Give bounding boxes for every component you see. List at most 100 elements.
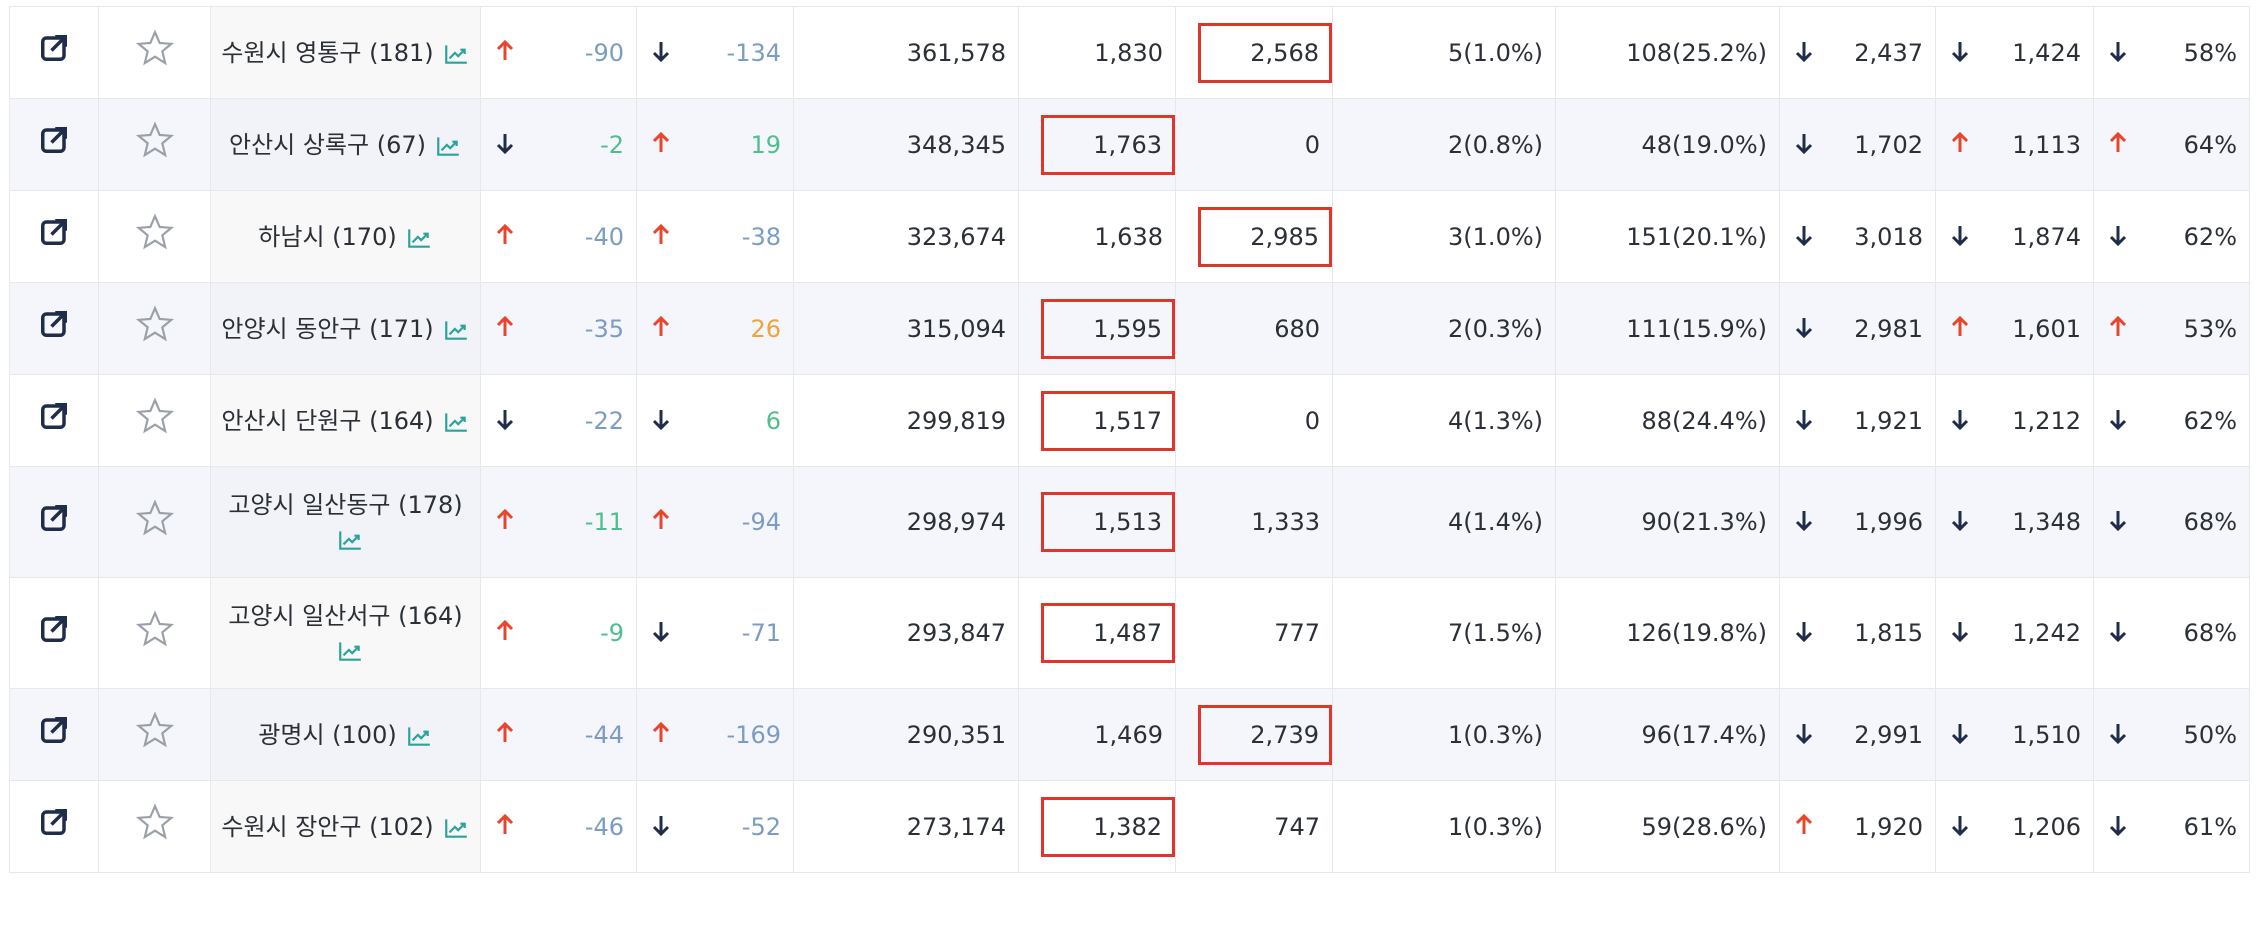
- trend-cell: 62%: [2093, 374, 2250, 467]
- trend-cell: 1,815: [1779, 577, 1936, 689]
- trend-chart-icon[interactable]: [442, 41, 470, 67]
- change-cell: -90: [480, 6, 637, 99]
- open-link-icon[interactable]: [39, 125, 69, 155]
- ratio-cell: 151(20.1%): [1555, 190, 1780, 283]
- change-cell: -11: [480, 466, 637, 578]
- count-value: 747: [1274, 812, 1320, 841]
- trend-chart-icon[interactable]: [434, 133, 462, 159]
- table-body: 수원시 영통구 (181) -90 -134 361,578 1,830 2,568 5(1…: [9, 6, 2250, 873]
- trend-chart-icon[interactable]: [405, 723, 433, 749]
- trend-value: 1,424: [2012, 38, 2081, 67]
- favorite-star[interactable]: [135, 304, 175, 344]
- arrow-down: [1951, 815, 1969, 836]
- count-value: 680: [1274, 314, 1320, 343]
- favorite-star[interactable]: [135, 396, 175, 436]
- favorite-cell: [98, 6, 211, 99]
- count-cell: 2,739: [1175, 688, 1333, 781]
- trend-chart-icon[interactable]: [336, 527, 364, 553]
- change-value: -169: [726, 720, 781, 749]
- count-cell: 1,382: [1018, 780, 1176, 873]
- count-cell: 2,568: [1175, 6, 1333, 99]
- region-name: 고양시 일산서구 (164): [228, 602, 463, 630]
- link-cell: [9, 688, 99, 781]
- open-link-icon[interactable]: [39, 614, 69, 644]
- region-name: 고양시 일산동구 (178): [228, 491, 463, 519]
- population: 348,345: [906, 130, 1006, 159]
- open-link-icon[interactable]: [39, 309, 69, 339]
- open-link-icon[interactable]: [39, 807, 69, 837]
- change-value: 19: [750, 130, 781, 159]
- change-cell: -46: [480, 780, 637, 873]
- population-cell: 323,674: [793, 190, 1019, 283]
- open-link-icon[interactable]: [39, 401, 69, 431]
- change-cell: -134: [636, 6, 794, 99]
- trend-value: 64%: [2183, 130, 2237, 159]
- change-value: -44: [584, 720, 624, 749]
- favorite-star[interactable]: [135, 710, 175, 750]
- trend-cell: 1,702: [1779, 98, 1936, 191]
- trend-chart-icon[interactable]: [442, 409, 470, 435]
- arrow-down: [2109, 409, 2127, 430]
- change-cell: -2: [480, 98, 637, 191]
- favorite-cell: [98, 374, 211, 467]
- ratio-cell: 59(28.6%): [1555, 780, 1780, 873]
- trend-value: 2,981: [1854, 314, 1923, 343]
- trend-cell: 64%: [2093, 98, 2250, 191]
- trend-chart-icon[interactable]: [442, 815, 470, 841]
- favorite-cell: [98, 190, 211, 283]
- trend-value: 61%: [2183, 812, 2237, 841]
- table-row: 안양시 동안구 (171) -35 26 315,094 1,595 680 2(0.3%)…: [9, 282, 2250, 375]
- open-link-icon[interactable]: [39, 217, 69, 247]
- table-row: 고양시 일산동구 (178) -11 -94 298,974 1,513 1,333 4(1…: [9, 466, 2250, 578]
- favorite-star[interactable]: [135, 802, 175, 842]
- region-cell: 수원시 장안구 (102): [210, 780, 481, 873]
- arrow-down: [1795, 133, 1813, 154]
- count-value: 777: [1274, 619, 1320, 647]
- region-cell: 고양시 일산서구 (164): [210, 577, 481, 689]
- arrow-down: [2109, 622, 2127, 643]
- link-cell: [9, 6, 99, 99]
- count-cell: 747: [1175, 780, 1333, 873]
- ratio-value: 96(17.4%): [1641, 720, 1767, 749]
- trend-cell: 1,348: [1935, 466, 2094, 578]
- ratio-value: 108(25.2%): [1626, 38, 1767, 67]
- count-value: 0: [1304, 130, 1320, 159]
- population: 290,351: [906, 720, 1006, 749]
- link-cell: [9, 98, 99, 191]
- trend-value: 1,921: [1854, 406, 1923, 435]
- count-cell: 1,517: [1018, 374, 1176, 467]
- region-cell: 수원시 영통구 (181): [210, 6, 481, 99]
- open-link-icon[interactable]: [39, 715, 69, 745]
- ratio-cell: 4(1.3%): [1332, 374, 1556, 467]
- link-cell: [9, 282, 99, 375]
- change-value: -22: [584, 406, 624, 435]
- arrow-up: [496, 508, 514, 529]
- population: 315,094: [906, 314, 1006, 343]
- arrow-up: [2109, 131, 2127, 152]
- change-cell: -9: [480, 577, 637, 689]
- favorite-star[interactable]: [135, 28, 175, 68]
- table-row: 고양시 일산서구 (164) -9 -71 293,847 1,487 777 7(1.5%…: [9, 577, 2250, 689]
- ratio-value: 88(24.4%): [1641, 406, 1767, 435]
- trend-value: 1,920: [1854, 812, 1923, 841]
- region-cell: 광명시 (100): [210, 688, 481, 781]
- favorite-star[interactable]: [135, 212, 175, 252]
- trend-cell: 58%: [2093, 6, 2250, 99]
- arrow-down: [2109, 723, 2127, 744]
- trend-chart-icon[interactable]: [336, 638, 364, 664]
- count-cell: 1,638: [1018, 190, 1176, 283]
- arrow-down: [2109, 815, 2127, 836]
- count-cell: 1,763: [1018, 98, 1176, 191]
- favorite-star[interactable]: [135, 498, 175, 538]
- ratio-cell: 5(1.0%): [1332, 6, 1556, 99]
- favorite-star[interactable]: [135, 120, 175, 160]
- trend-cell: 1,206: [1935, 780, 2094, 873]
- favorite-star[interactable]: [135, 609, 175, 649]
- open-link-icon[interactable]: [39, 503, 69, 533]
- population-cell: 290,351: [793, 688, 1019, 781]
- arrow-up: [496, 813, 514, 834]
- trend-chart-icon[interactable]: [405, 225, 433, 251]
- open-link-icon[interactable]: [39, 33, 69, 63]
- trend-chart-icon[interactable]: [442, 317, 470, 343]
- trend-value: 1,348: [2012, 508, 2081, 536]
